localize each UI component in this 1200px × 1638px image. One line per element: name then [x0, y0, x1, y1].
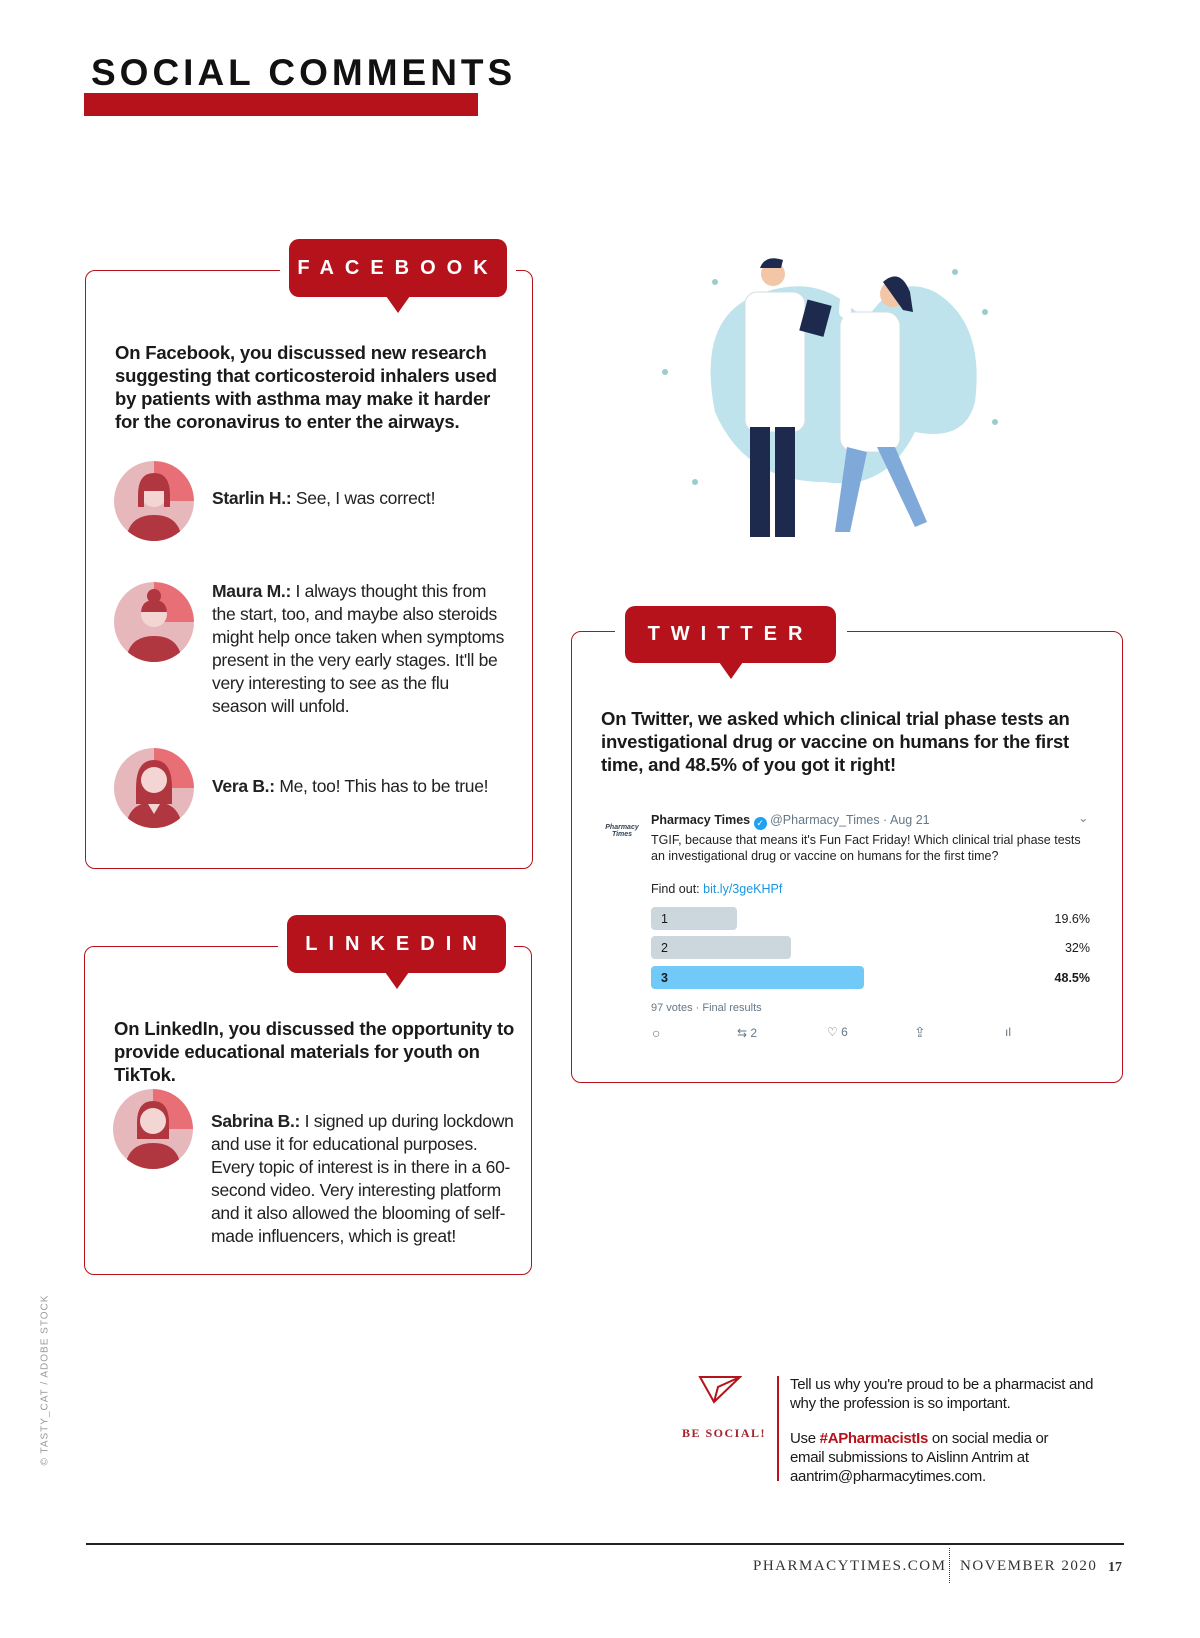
title-underline-bar — [84, 93, 478, 116]
page-number: 17 — [1108, 1560, 1122, 1575]
linkedin-tab: LINKEDIN — [287, 915, 506, 989]
facebook-intro: On Facebook, you discussed new research … — [115, 342, 497, 432]
linkedin-intro: On LinkedIn, you discussed the opportuni… — [114, 1018, 515, 1085]
page-title: SOCIAL COMMENTS — [91, 52, 517, 93]
be-social-label: BE SOCIAL! — [682, 1426, 767, 1440]
retweet-icon: ⇆ — [737, 1026, 748, 1040]
twitter-tab-label: TWITTER — [647, 623, 814, 645]
retweet-button[interactable]: ⇆ 2 — [737, 1026, 758, 1040]
poll-percent-1: 19.6% — [1054, 912, 1090, 926]
be-social-text-1: Tell us why you're proud to be a pharmac… — [790, 1376, 1094, 1412]
tweet-text: TGIF, because that means it's Fun Fact F… — [651, 833, 1081, 863]
linkedin-tab-label: LINKEDIN — [305, 932, 488, 955]
tweet-menu-chevron-icon[interactable]: ⌄ — [1078, 811, 1089, 825]
twitter-tab: TWITTER — [625, 606, 836, 679]
poll-option-3: 3 — [651, 966, 864, 989]
avatar — [114, 582, 194, 662]
poll-option-2: 2 — [651, 936, 791, 959]
tweet-logo: Pharmacy Times — [605, 824, 639, 838]
comment-vera: Vera B.: Me, too! This has to be true! — [212, 776, 489, 796]
tweet-find-out: Find out: bit.ly/3geKHPf — [651, 882, 783, 896]
tweet-handle[interactable]: @Pharmacy_Times · Aug 21 — [770, 813, 930, 827]
comment-maura: Maura M.: I always thought this from the… — [212, 581, 505, 716]
footer-divider — [949, 1548, 950, 1583]
tweet-header: Pharmacy Times ✓ @Pharmacy_Times · Aug 2… — [651, 813, 930, 830]
heart-icon: ♡ — [827, 1025, 838, 1039]
avatar — [114, 461, 194, 541]
pharmacists-illustration — [662, 241, 998, 537]
verified-badge-icon: ✓ — [753, 817, 767, 830]
paper-plane-icon — [698, 1376, 742, 1404]
avatar — [113, 1089, 193, 1169]
analytics-icon[interactable]: ıl — [1005, 1025, 1011, 1039]
avatar — [114, 748, 194, 828]
share-icon[interactable]: ⇪ — [914, 1024, 926, 1040]
be-social-divider — [777, 1376, 779, 1481]
facebook-tab: FACEBOOK — [289, 239, 507, 313]
tweet-link[interactable]: bit.ly/3geKHPf — [703, 882, 783, 896]
comment-starlin: Starlin H.: See, I was correct! — [212, 488, 436, 508]
footer-rule — [86, 1543, 1124, 1545]
poll-option-1: 1 — [651, 907, 737, 930]
footer-site: PHARMACYTIMES.COM — [753, 1558, 947, 1574]
hashtag: #APharmacistIs — [819, 1430, 929, 1447]
twitter-box — [571, 631, 1123, 1083]
be-social-text-2: Use #APharmacistIs on social media or em… — [790, 1430, 1049, 1485]
photo-credit: © TASTY_CAT / ADOBE STOCK — [39, 1294, 51, 1466]
facebook-tab-label: FACEBOOK — [297, 256, 499, 279]
poll-percent-2: 32% — [1064, 941, 1090, 955]
comment-sabrina: Sabrina B.: I signed up during lockdown … — [211, 1111, 514, 1246]
tweet-author[interactable]: Pharmacy Times — [651, 813, 751, 827]
reply-icon[interactable]: ○ — [652, 1025, 661, 1041]
poll-votes: 97 votes · Final results — [651, 1002, 762, 1014]
like-button[interactable]: ♡ 6 — [827, 1025, 848, 1039]
footer-issue: NOVEMBER 2020 — [960, 1558, 1098, 1574]
poll-percent-3: 48.5% — [1054, 971, 1090, 985]
twitter-intro: On Twitter, we asked which clinical tria… — [601, 708, 1070, 775]
